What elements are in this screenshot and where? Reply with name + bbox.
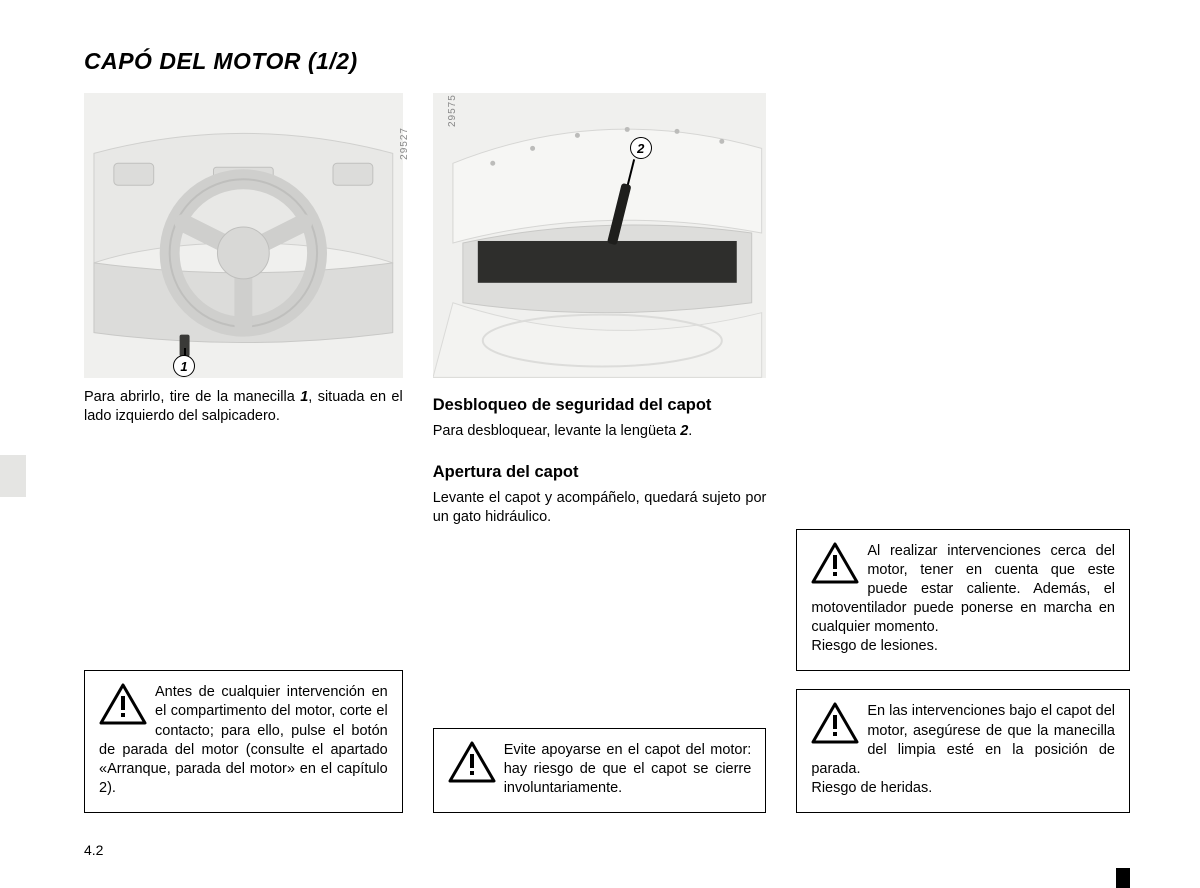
figure-2-callout: 2 [630, 137, 652, 159]
warning-inner: Al realizar intervenciones cerca del mot… [811, 542, 1115, 657]
column-1: 29527 [84, 93, 403, 813]
col2-text1-post: . [688, 423, 692, 439]
figure-1-callout-number: 1 [180, 359, 187, 374]
columns: 29527 [84, 93, 1130, 813]
warning-icon [99, 683, 147, 725]
warning-icon [811, 702, 859, 744]
col1-text-pre: Para abrirlo, tire de la manecilla [84, 389, 300, 405]
warning-icon [811, 542, 859, 584]
figure-1: 29527 [84, 93, 403, 378]
figure-1-callout: 1 [173, 355, 195, 377]
warning-icon [448, 741, 496, 783]
warning-inner: Antes de cualquier intervención en el co… [99, 683, 388, 798]
col2-paragraph-1: Para desbloquear, levante la lengüeta 2. [433, 422, 767, 441]
warning-inner: En las intervenciones bajo el capot del … [811, 702, 1115, 798]
col2-warning-box: Evite apoyarse en el capot del motor: ha… [433, 728, 767, 813]
col2-paragraph-2: Levante el capot y acompáñelo, quedará s… [433, 489, 767, 527]
footer-crop-mark [1116, 868, 1130, 888]
figure-2-ref: 29575 [447, 94, 458, 127]
col3-warning-box-2: En las intervenciones bajo el capot del … [796, 689, 1130, 813]
col1-warning-box: Antes de cualquier intervención en el co… [84, 670, 403, 813]
page-number: 4.2 [84, 842, 103, 858]
page-title: CAPÓ DEL MOTOR (1/2) [84, 48, 1130, 75]
column-3: Al realizar intervenciones cerca del mot… [796, 93, 1130, 813]
figure-1-ref: 29527 [399, 127, 410, 160]
col2-text1-pre: Para desbloquear, levante la lengüeta [433, 423, 681, 439]
figure-1-illustration [84, 93, 403, 378]
column-2: 29575 2 Desbloqueo [433, 93, 767, 813]
warning-inner: Evite apoyarse en el capot del motor: ha… [448, 741, 752, 798]
col2-heading-1: Desbloqueo de seguridad del capot [433, 396, 767, 416]
figure-2: 29575 2 [433, 93, 767, 378]
col1-paragraph: Para abrirlo, tire de la manecilla 1, si… [84, 388, 403, 426]
figure-2-callout-number: 2 [637, 141, 644, 156]
col2-heading-2: Apertura del capot [433, 463, 767, 483]
manual-page: CAPÓ DEL MOTOR (1/2) 29527 [0, 0, 1200, 888]
figure-2-illustration [433, 93, 767, 378]
col3-warning-box-1: Al realizar intervenciones cerca del mot… [796, 529, 1130, 672]
